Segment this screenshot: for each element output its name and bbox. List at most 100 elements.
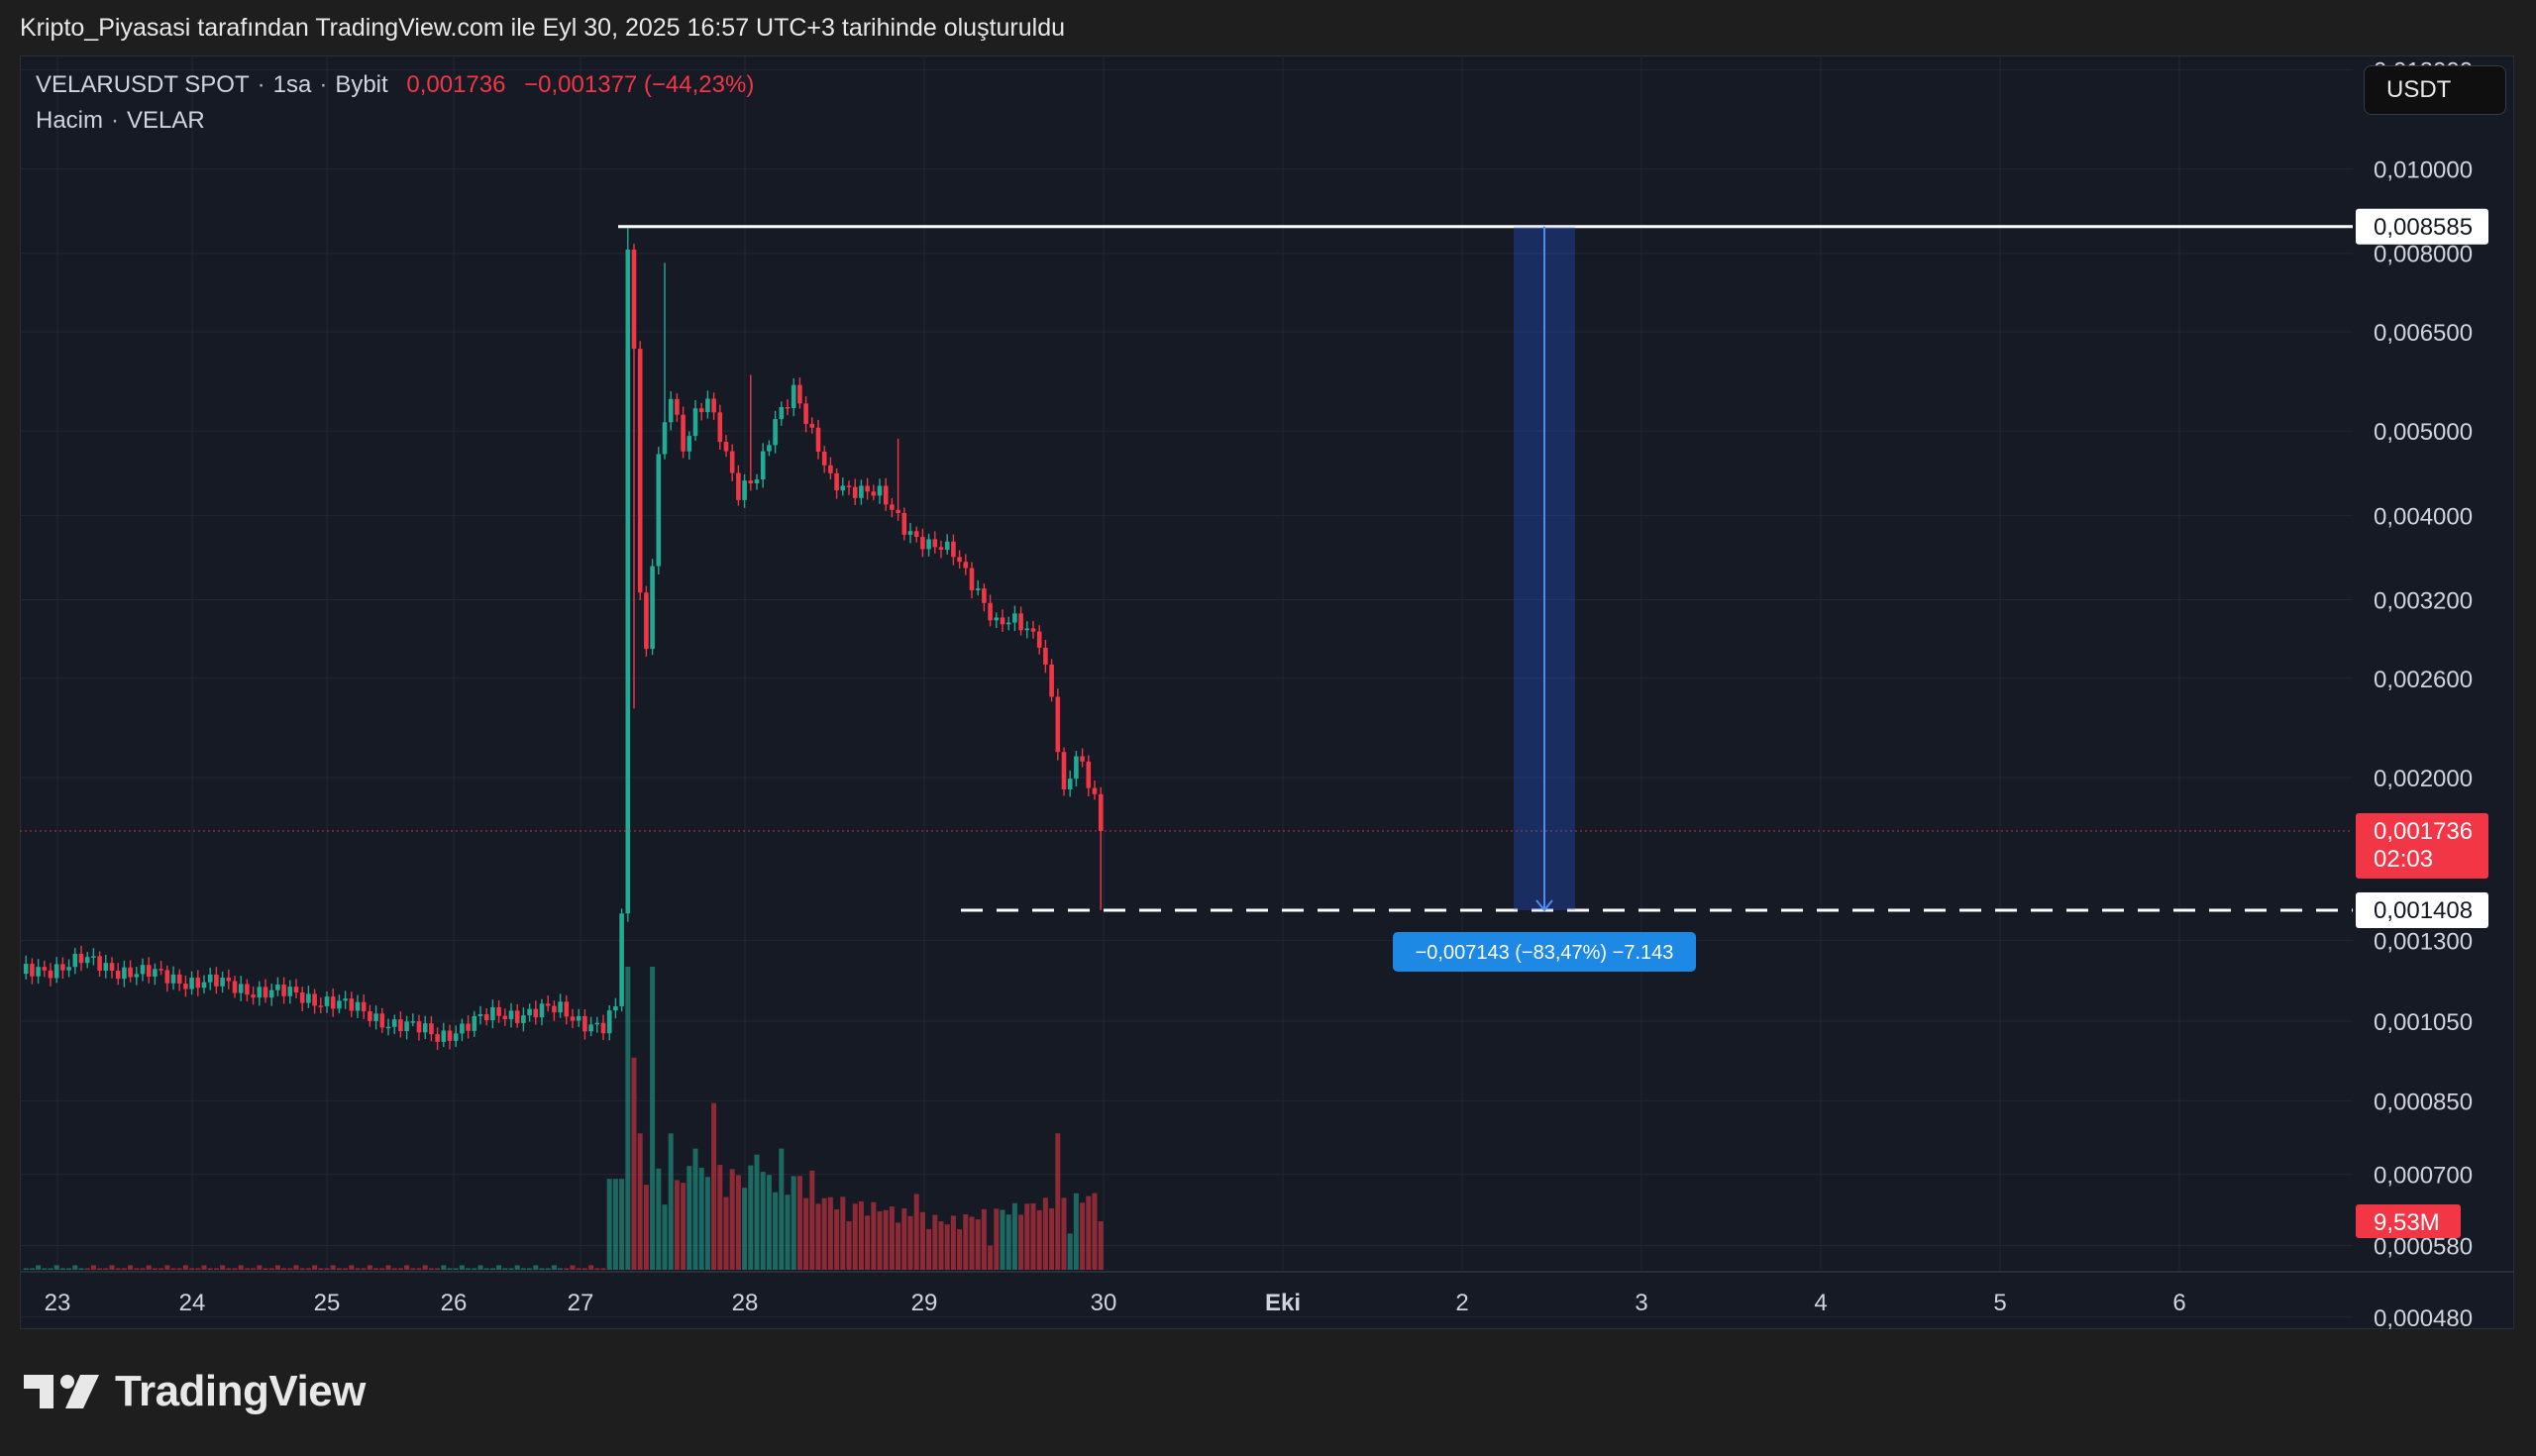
volume-bar: [318, 1268, 324, 1270]
candle-body: [871, 491, 877, 496]
candle-body: [619, 913, 624, 1006]
candle-body: [938, 547, 944, 551]
volume-bar: [103, 1268, 109, 1270]
volume-indicator-label[interactable]: Hacim: [36, 107, 104, 134]
volume-bar: [594, 1268, 600, 1270]
volume-legend: Hacim · VELAR: [36, 107, 205, 135]
candle-body: [477, 1014, 483, 1016]
volume-bar: [207, 1268, 213, 1270]
volume-bar: [189, 1268, 195, 1270]
volume-bar: [232, 1268, 238, 1270]
candle-body: [742, 480, 747, 500]
candle-body: [251, 994, 256, 998]
volume-bar: [1011, 1202, 1017, 1270]
candle-body: [558, 1001, 563, 1013]
legend-separator: ·: [319, 71, 328, 98]
y-axis-tick-label: 0,002000: [2374, 766, 2473, 792]
volume-bar: [637, 1133, 643, 1270]
volume-bar: [48, 1268, 53, 1270]
volume-bar: [410, 1268, 416, 1270]
candle-body: [422, 1023, 428, 1033]
candle-body: [600, 1022, 606, 1034]
volume-bar: [877, 1210, 883, 1270]
volume-bar: [932, 1214, 938, 1270]
candle-body: [391, 1019, 397, 1027]
candle-body: [385, 1026, 391, 1029]
candle-body: [214, 974, 219, 987]
x-axis-tick-label: 3: [1635, 1290, 1647, 1316]
candle-body: [207, 974, 213, 983]
volume-bar: [23, 1268, 29, 1270]
volume-bar: [619, 1179, 625, 1270]
candle-body: [158, 969, 163, 971]
brand-name: TradingView: [115, 1367, 366, 1415]
x-axis-tick-label: 4: [1814, 1290, 1827, 1316]
volume-bar: [447, 1268, 453, 1270]
x-axis-tick-label: 27: [568, 1290, 594, 1316]
symbol-name[interactable]: VELARUSDT SPOT: [36, 71, 250, 98]
candle-body: [1074, 756, 1079, 780]
volume-bar: [527, 1268, 533, 1270]
volume-bar: [472, 1268, 477, 1270]
interval-label[interactable]: 1sa: [272, 71, 312, 98]
tradingview-brand[interactable]: TradingView: [24, 1367, 366, 1416]
y-axis-tick-label: 0,000580: [2374, 1234, 2473, 1261]
candle-body: [435, 1034, 440, 1042]
candle-body: [901, 512, 907, 535]
volume-bar: [404, 1265, 410, 1270]
volume-bar: [687, 1166, 692, 1270]
volume-bar: [287, 1268, 293, 1270]
candle-body: [1030, 628, 1036, 632]
candle-body: [183, 984, 188, 989]
candle-body: [1005, 622, 1011, 625]
exchange-label: Bybit: [335, 71, 388, 98]
volume-bar: [373, 1268, 379, 1270]
volume-bar: [975, 1219, 981, 1270]
candle-body: [128, 967, 133, 978]
x-axis-tick-label: Eki: [1265, 1290, 1301, 1316]
volume-bar: [1080, 1202, 1086, 1270]
volume-bar: [146, 1265, 152, 1270]
volume-bar: [969, 1216, 975, 1270]
candle-body: [337, 1000, 342, 1009]
volume-bar: [729, 1169, 735, 1270]
candle-body: [588, 1024, 593, 1032]
candle-body: [926, 539, 931, 550]
candle-body: [78, 953, 84, 964]
candle-body: [988, 602, 993, 621]
x-axis-tick-label: 24: [179, 1290, 206, 1316]
candle-body: [791, 384, 796, 409]
candle-body: [84, 957, 90, 964]
volume-bar: [803, 1197, 809, 1270]
volume-bar: [1018, 1214, 1024, 1270]
volume-bar: [919, 1211, 925, 1270]
volume-bar: [435, 1268, 441, 1270]
candle-body: [318, 1005, 324, 1007]
volume-bar: [305, 1268, 311, 1270]
candle-body: [201, 982, 207, 988]
volume-bar: [379, 1268, 385, 1270]
x-axis-tick-label: 2: [1455, 1290, 1468, 1316]
candle-body: [97, 956, 102, 971]
candle-body: [48, 970, 53, 979]
candle-body: [379, 1013, 385, 1028]
tradingview-logo-icon: [24, 1375, 99, 1408]
y-axis-tick-label: 0,001300: [2374, 928, 2473, 955]
candle-body: [779, 406, 785, 420]
candle-body: [803, 403, 808, 424]
volume-bar: [115, 1268, 121, 1270]
candle-body: [404, 1021, 409, 1032]
candle-body: [1067, 779, 1073, 789]
volume-bar: [128, 1265, 134, 1270]
candle-body: [466, 1023, 471, 1031]
currency-unit-button[interactable]: USDT: [2364, 65, 2506, 115]
candle-body: [1092, 787, 1098, 794]
candle-body: [36, 967, 41, 977]
volume-bar: [281, 1268, 287, 1270]
volume-bar: [176, 1268, 182, 1270]
volume-bar: [1030, 1202, 1036, 1270]
chart-attribution: Kripto_Piyasasi tarafından TradingView.c…: [20, 14, 1066, 42]
x-axis-tick-label: 23: [45, 1290, 71, 1316]
price-chart[interactable]: 2324252627282930Eki234560,0130000,010000…: [20, 55, 2514, 1329]
volume-bar: [674, 1180, 680, 1270]
